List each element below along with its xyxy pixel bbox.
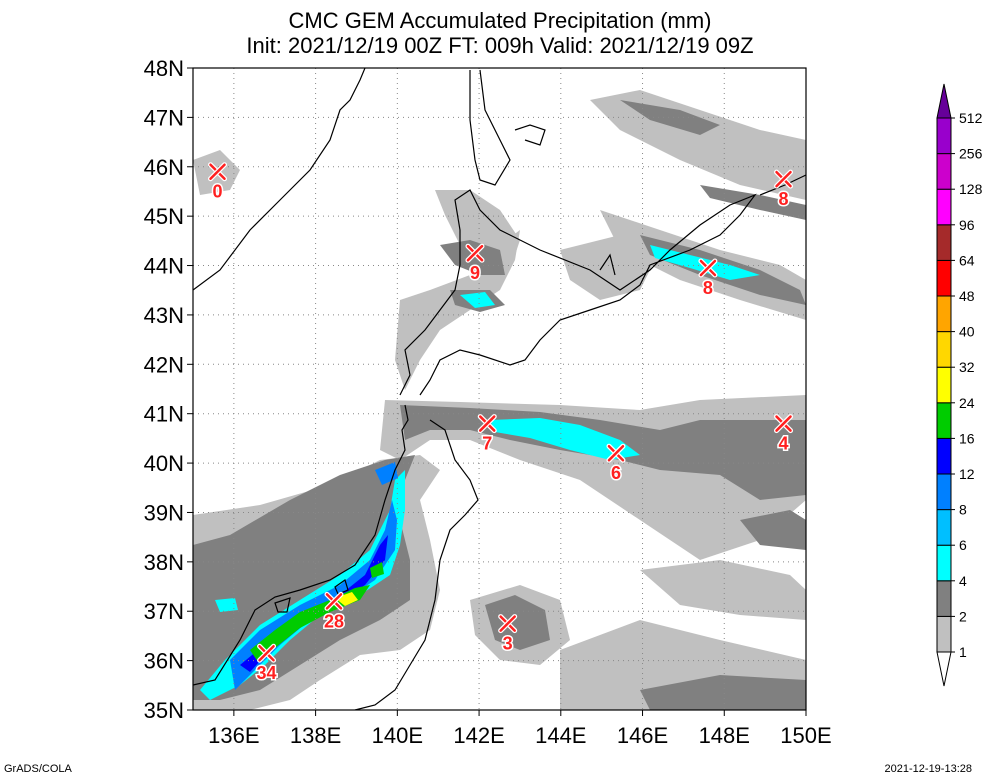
chart-subtitle: Init: 2021/12/19 00Z FT: 009h Valid: 202… xyxy=(246,33,754,58)
colorbar-box xyxy=(936,153,952,190)
station-marker: 28 xyxy=(322,591,346,633)
colorbar-box xyxy=(936,188,952,226)
colorbar-box xyxy=(936,615,952,653)
map-grid xyxy=(193,68,806,710)
y-tick-label: 43N xyxy=(144,303,184,328)
station-marker: 8 xyxy=(698,258,718,300)
colorbar-box xyxy=(936,117,952,155)
colorbar-label: 64 xyxy=(959,252,975,268)
station-marker: 9 xyxy=(465,243,485,285)
station-value: 8 xyxy=(703,278,713,298)
x-tick-label: 136E xyxy=(208,723,259,748)
station-value: 7 xyxy=(482,434,492,454)
cross-mark xyxy=(466,244,484,262)
coastlines xyxy=(193,68,806,710)
colorbar-box xyxy=(936,331,952,368)
cross-mark xyxy=(325,593,343,610)
cross-mark xyxy=(775,170,792,188)
y-tick-label: 47N xyxy=(144,105,184,130)
station-value: 34 xyxy=(257,663,277,683)
station-value: 6 xyxy=(611,463,621,483)
y-tick-label: 39N xyxy=(144,500,184,525)
precipitation-field xyxy=(193,68,806,710)
colorbar-upper-extend xyxy=(936,83,952,119)
y-tick-label: 42N xyxy=(144,352,184,377)
colorbar-label: 32 xyxy=(959,359,975,375)
cross-mark xyxy=(478,415,496,432)
colorbar-box xyxy=(936,509,952,546)
colorbar-label: 24 xyxy=(959,395,975,411)
colorbar-label: 96 xyxy=(959,217,975,233)
x-tick-label: 144E xyxy=(535,723,586,748)
y-tick-label: 45N xyxy=(144,204,184,229)
colorbar-label: 6 xyxy=(959,537,967,553)
y-tick-label: 36N xyxy=(144,649,184,674)
colorbar-box xyxy=(936,259,952,297)
y-tick-label: 40N xyxy=(144,451,184,476)
colorbar-box xyxy=(936,366,952,404)
cross-mark xyxy=(209,163,226,180)
colorbar-label: 128 xyxy=(959,181,983,197)
y-tick-label: 38N xyxy=(144,550,184,575)
station-marker: 34 xyxy=(255,643,278,685)
map-axes: 136E 138E 140E 142E 144E 146E 148E 150E35N36N37… xyxy=(144,56,832,748)
plot-frame xyxy=(192,67,807,711)
x-tick-label: 146E xyxy=(617,723,668,748)
station-value: 3 xyxy=(503,634,513,654)
station-marker: 4 xyxy=(774,414,794,455)
cross-mark xyxy=(499,615,516,632)
colorbar-box xyxy=(936,224,952,261)
cross-mark xyxy=(607,444,625,462)
y-tick-label: 35N xyxy=(144,698,184,723)
colorbar-label: 48 xyxy=(959,288,975,304)
station-value: 4 xyxy=(779,434,789,454)
y-tick-label: 46N xyxy=(144,155,184,180)
cross-mark xyxy=(699,259,717,277)
colorbar-box xyxy=(936,295,952,333)
colorbar-box xyxy=(936,473,952,511)
chart-title: CMC GEM Accumulated Precipitation (mm) xyxy=(288,8,712,33)
station-value: 8 xyxy=(779,189,789,209)
x-tick-label: 140E xyxy=(372,723,423,748)
station-marker: 8 xyxy=(774,169,794,211)
colorbar-label: 2 xyxy=(959,608,967,624)
x-tick-label: 150E xyxy=(780,723,831,748)
colorbar-label: 1 xyxy=(959,644,967,660)
colorbar-label: 40 xyxy=(959,324,975,340)
station-value: 0 xyxy=(213,182,223,202)
generation-timestamp: 2021-12-19-13:28 xyxy=(884,763,972,775)
station-value: 9 xyxy=(470,263,480,283)
station-markers: 0 9 8 8 7 6 4 28 3 34 xyxy=(208,162,794,685)
colorbar-lower-extend xyxy=(936,651,952,687)
cross-mark xyxy=(258,644,275,662)
x-tick-label: 142E xyxy=(453,723,504,748)
y-tick-label: 37N xyxy=(144,599,184,624)
y-tick-label: 41N xyxy=(144,402,184,427)
colorbar-label: 8 xyxy=(959,502,967,518)
colorbar-label: 256 xyxy=(959,146,983,162)
colorbar-label: 512 xyxy=(959,110,983,126)
colorbar-box xyxy=(936,580,952,617)
station-value: 28 xyxy=(324,611,344,631)
station-marker: 6 xyxy=(606,443,626,485)
colorbar-box xyxy=(936,402,952,439)
y-tick-label: 44N xyxy=(144,254,184,279)
colorbar-box xyxy=(936,437,952,475)
x-tick-label: 138E xyxy=(290,723,341,748)
colorbar-box xyxy=(936,544,952,582)
y-tick-label: 48N xyxy=(144,56,184,81)
colorbar-label: 4 xyxy=(959,573,967,589)
station-marker: 3 xyxy=(498,614,518,655)
colorbar-label: 12 xyxy=(959,466,975,482)
colorbar-label: 16 xyxy=(959,430,975,446)
x-tick-label: 148E xyxy=(699,723,750,748)
station-marker: 7 xyxy=(477,414,497,455)
station-marker: 0 xyxy=(208,162,228,203)
cross-mark xyxy=(775,415,792,432)
software-credit: GrADS/COLA xyxy=(4,763,72,775)
